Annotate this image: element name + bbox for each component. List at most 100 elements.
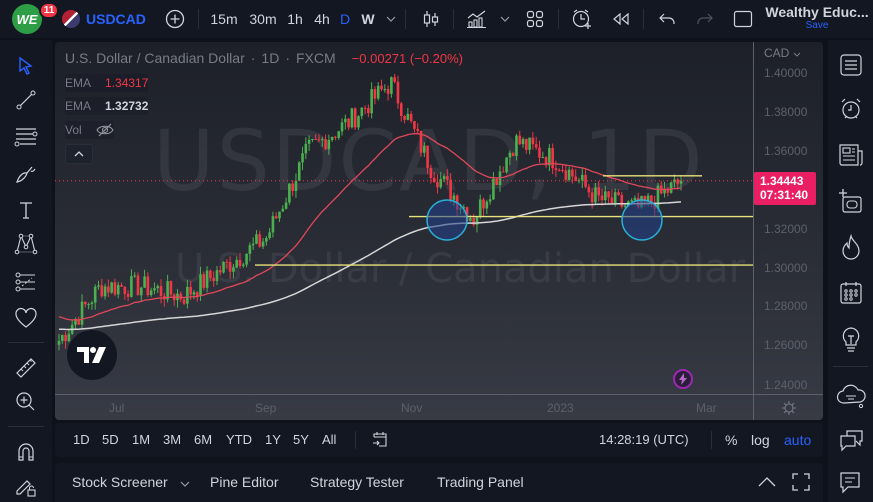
chart-type-button[interactable]: [419, 0, 443, 38]
auto-scale-toggle[interactable]: auto: [784, 432, 812, 448]
price-chart-canvas[interactable]: [55, 42, 753, 394]
time-label: Mar: [696, 401, 717, 415]
tradingview-logo[interactable]: [67, 330, 117, 380]
indicator-value: 1.34317: [105, 76, 149, 90]
news-button[interactable]: [836, 140, 866, 170]
compare-symbol-button[interactable]: [163, 0, 187, 38]
lock-drawings-tool[interactable]: [12, 472, 40, 500]
bottom-panel-tabs: Stock Screener Pine Editor Strategy Test…: [55, 463, 823, 502]
symbol-description[interactable]: U.S. Dollar / Canadian Dollar: [65, 50, 245, 66]
interval-d[interactable]: D: [339, 11, 351, 27]
chevron-up-icon: [74, 151, 84, 157]
pattern-tool[interactable]: [12, 230, 40, 258]
avatar: WE: [12, 4, 42, 34]
interval-w[interactable]: W: [361, 11, 375, 27]
redo-button[interactable]: [694, 0, 716, 38]
favorites-tool[interactable]: [12, 304, 40, 332]
text-tool[interactable]: [12, 196, 40, 224]
maximize-panel-button[interactable]: [792, 473, 810, 496]
range-3m[interactable]: 3M: [163, 432, 182, 447]
indicator-ema-slow[interactable]: EMA 1.32732: [65, 97, 149, 115]
layout-button[interactable]: [524, 0, 546, 38]
goto-date-button[interactable]: [371, 431, 389, 454]
trend-line-tool[interactable]: [12, 86, 40, 114]
indicator-ema-fast[interactable]: EMA 1.34317: [65, 74, 149, 92]
chevron-down-icon: [500, 16, 510, 22]
events-lightning-button[interactable]: [673, 369, 693, 389]
price-change: −0.00271 (−0.20%): [351, 50, 463, 66]
divider: [405, 9, 406, 29]
time-axis[interactable]: Jul Sep Nov 2023 Mar: [55, 394, 753, 420]
expand-panel-button[interactable]: [757, 475, 777, 493]
tab-stock-screener[interactable]: Stock Screener: [72, 474, 190, 490]
tab-trading-panel[interactable]: Trading Panel: [437, 474, 524, 490]
add-widget-button[interactable]: [836, 186, 866, 216]
brush-tool[interactable]: [12, 160, 40, 188]
interval-4h[interactable]: 4h: [314, 11, 330, 27]
save-label: Save: [805, 20, 829, 31]
range-1d[interactable]: 1D: [73, 432, 90, 447]
indicator-volume[interactable]: Vol: [65, 121, 114, 139]
replay-button[interactable]: [610, 0, 632, 38]
symbol-search-button[interactable]: USDCAD: [62, 0, 146, 38]
fib-tool[interactable]: [12, 122, 40, 150]
range-1y[interactable]: 1Y: [265, 432, 281, 447]
cloud-chat-icon: [836, 384, 866, 409]
drawing-toolbar: [0, 40, 52, 502]
hotlists-button[interactable]: [836, 232, 866, 262]
alert-button[interactable]: [570, 0, 594, 38]
chart-settings-button[interactable]: [753, 394, 823, 420]
range-1m[interactable]: 1M: [132, 432, 151, 447]
tab-pine-editor[interactable]: Pine Editor: [210, 474, 279, 490]
currency-selector[interactable]: CAD: [764, 46, 801, 60]
log-scale-toggle[interactable]: log: [751, 432, 770, 448]
interval-30m[interactable]: 30m: [249, 11, 277, 27]
tab-strategy-tester[interactable]: Strategy Tester: [310, 474, 404, 490]
zoom-tool[interactable]: [12, 388, 40, 416]
price-axis[interactable]: CAD 1.40000 1.38000 1.36000 1.32000 1.30…: [753, 42, 823, 394]
time-label: Nov: [401, 401, 423, 415]
indicators-button[interactable]: [465, 0, 489, 38]
newspaper-icon: [839, 144, 863, 166]
calendar-button[interactable]: [836, 278, 866, 308]
utc-clock[interactable]: 14:28:19 (UTC): [599, 432, 689, 447]
percent-scale-toggle[interactable]: %: [725, 432, 738, 448]
indicator-value: 1.32732: [105, 99, 149, 113]
public-chats-button[interactable]: [836, 426, 866, 456]
interval-1h[interactable]: 1h: [287, 11, 303, 27]
fullscreen-icon: [792, 473, 810, 491]
interval-dropdown[interactable]: [384, 0, 398, 38]
range-ytd[interactable]: YTD: [226, 432, 252, 447]
price-label: 1.32000: [764, 222, 808, 236]
range-all[interactable]: All: [322, 432, 337, 447]
fullscreen-layout-button[interactable]: [732, 0, 754, 38]
lightning-icon: [679, 373, 687, 385]
magnet-tool[interactable]: [12, 438, 40, 466]
chevron-up-icon: [758, 477, 776, 487]
cursor-tool[interactable]: [12, 52, 40, 80]
undo-button[interactable]: [656, 0, 678, 38]
alerts-button[interactable]: [836, 94, 866, 124]
indicators-dropdown[interactable]: [498, 0, 512, 38]
tradingview-logo-icon: [77, 347, 106, 363]
collapse-legend-button[interactable]: [65, 144, 93, 164]
measure-tool[interactable]: [12, 354, 40, 382]
layout-save-button[interactable]: Wealthy Educ... Save: [764, 0, 870, 38]
chart-pane[interactable]: USDCAD, 1D U.S. Dollar / Canadian Dollar…: [55, 42, 823, 420]
range-6m[interactable]: 6M: [194, 432, 213, 447]
eye-hidden-icon[interactable]: [96, 123, 114, 137]
private-messages-button[interactable]: [836, 468, 866, 498]
currency-label: CAD: [764, 46, 790, 60]
user-avatar-button[interactable]: WE 11: [10, 0, 59, 38]
ideas-button[interactable]: [836, 324, 866, 354]
redo-icon: [697, 13, 713, 24]
range-5y[interactable]: 5Y: [293, 432, 309, 447]
watchlist-button[interactable]: [836, 50, 866, 80]
interval-15m[interactable]: 15m: [210, 11, 238, 27]
prediction-tool[interactable]: [12, 268, 40, 296]
chevron-down-icon: [793, 52, 801, 57]
list-icon: [840, 54, 862, 76]
range-5d[interactable]: 5D: [102, 432, 119, 447]
lightbulb-icon: [842, 327, 860, 352]
chats-button[interactable]: [836, 380, 866, 410]
